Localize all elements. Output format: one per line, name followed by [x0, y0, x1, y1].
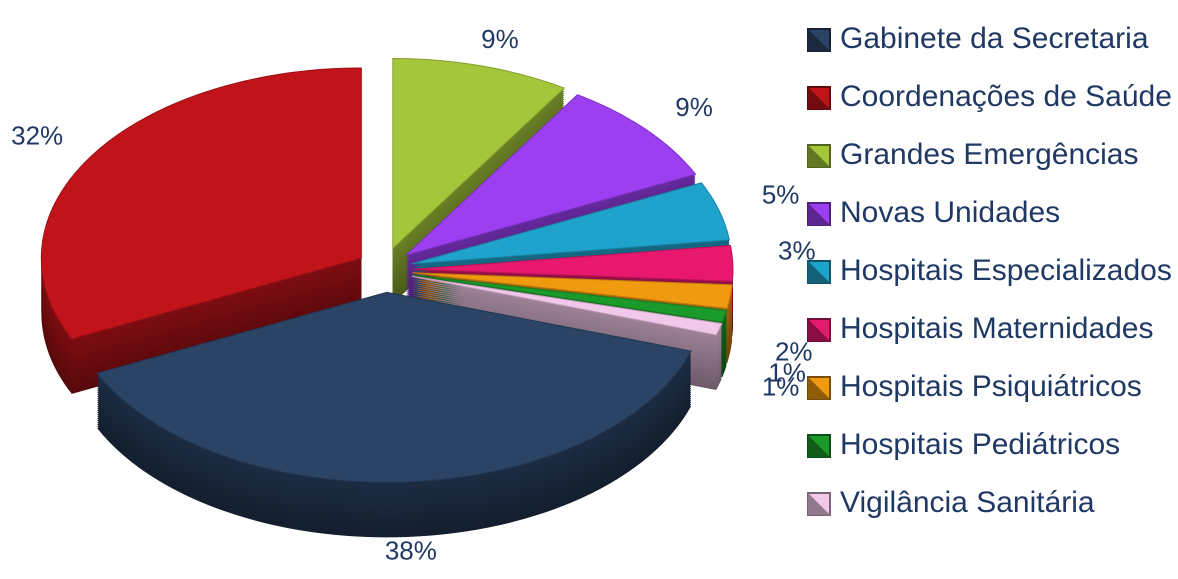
slice — [412, 272, 733, 309]
legend-label: Vigilância Sanitária — [840, 486, 1095, 519]
legend-swatch-shade — [808, 319, 830, 341]
legend-swatch-shade — [808, 29, 830, 51]
data-label: 32% — [11, 121, 63, 151]
legend-swatch-shade — [808, 145, 830, 167]
legend-swatch-shade — [808, 203, 830, 225]
slice — [392, 57, 566, 250]
slice-side — [411, 293, 722, 352]
legend-swatch-shade — [808, 435, 830, 457]
slice — [411, 275, 723, 336]
slice-side — [412, 273, 733, 310]
slice — [405, 94, 697, 256]
slice — [412, 244, 734, 282]
data-label: 9% — [675, 92, 713, 122]
slice-group — [96, 291, 692, 538]
legend-label: Hospitais Especializados — [840, 254, 1172, 287]
legend-label: Grandes Emergências — [840, 138, 1138, 171]
legend-label: Hospitais Psiquiátricos — [840, 370, 1142, 403]
data-label: 2% — [775, 336, 813, 366]
slice-side — [411, 279, 722, 338]
slice-side — [411, 283, 722, 342]
legend-label: Novas Unidades — [840, 196, 1060, 229]
legend-label: Gabinete da Secretaria — [840, 22, 1149, 55]
slice-side — [411, 295, 722, 354]
legend-swatch-shade — [808, 87, 830, 109]
legend-swatch-shade — [808, 261, 830, 283]
legend-label: Coordenações de Saúde — [840, 80, 1172, 113]
slice — [412, 274, 728, 323]
slice-side — [411, 287, 722, 346]
legend-swatch-shade — [808, 493, 830, 515]
data-label: 9% — [481, 24, 519, 54]
legend-label: Hospitais Maternidades — [840, 312, 1154, 345]
slice — [40, 67, 362, 340]
legend-swatch-shade — [808, 377, 830, 399]
slice-side — [411, 289, 722, 348]
legend-label: Hospitais Pediátricos — [840, 428, 1120, 461]
slice — [96, 291, 692, 483]
data-label: 1% — [768, 358, 806, 388]
slice — [411, 182, 730, 265]
slice-side — [411, 281, 722, 340]
data-label: 38% — [385, 535, 437, 565]
slice-side — [411, 285, 722, 344]
slice-side — [411, 291, 722, 350]
data-label: 1% — [762, 371, 800, 401]
data-label: 5% — [762, 179, 800, 209]
